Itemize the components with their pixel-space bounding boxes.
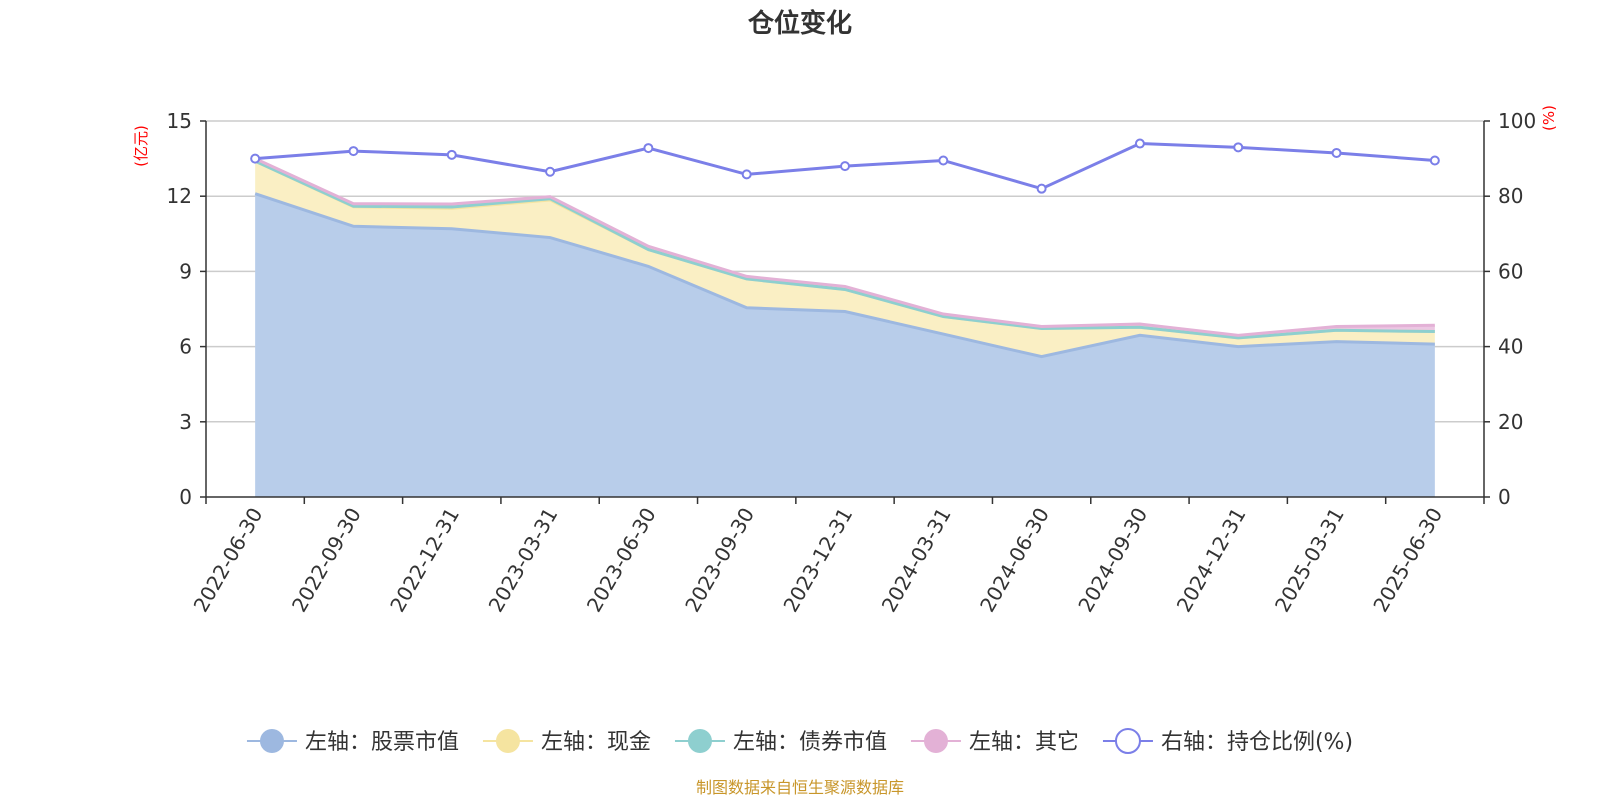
chart-title: 仓位变化 [747,8,852,39]
x-tick-label: 2025-06-30 [1368,504,1447,617]
legend-marker-icon [259,729,284,753]
position-ratio-line [250,138,1440,194]
right-tick-label: 60 [1498,259,1523,283]
x-tick-label: 2022-09-30 [287,504,366,617]
legend-label: 右轴：持仓比例(%) [1161,730,1353,755]
ratio-point [545,166,556,177]
area-line-0 [254,192,1435,359]
ratio-point [938,155,949,166]
x-tick-label: 2023-03-31 [484,504,563,617]
left-tick-label: 12 [167,184,192,208]
x-tick-label: 2022-06-30 [189,504,268,617]
area-fill-1 [255,161,1435,357]
legend-label: 左轴：现金 [541,730,651,755]
left-tick-label: 0 [179,485,192,509]
ratio-point [446,149,457,160]
left-tick-label: 3 [179,410,192,434]
ratio-point [741,169,752,180]
legend-label: 左轴：股票市值 [305,730,459,755]
x-tick-label: 2024-06-30 [975,504,1054,617]
right-tick-label: 80 [1498,184,1523,208]
legend-marker-icon [1114,728,1141,754]
legend[interactable]: 左轴：股票市值 左轴：现金 左轴：债券市值 左轴：其它 右轴：持仓比例(%) [246,728,1353,755]
area-line-2 [254,159,1435,340]
right-axis-unit: (%) [1540,105,1558,131]
legend-item-3[interactable]: 左轴：其它 [910,729,1079,755]
x-tick-label: 2024-09-30 [1073,504,1152,617]
ratio-point [1036,183,1047,194]
left-tick-label: 9 [179,259,192,283]
left-tick-label: 6 [179,335,192,359]
right-tick-label: 40 [1498,335,1523,359]
legend-label: 左轴：债券市值 [733,730,887,755]
left-axis-unit: (亿元) [132,125,150,167]
legend-marker-icon [495,729,520,753]
x-tick-label: 2022-12-31 [385,504,464,617]
x-tick-label: 2023-12-31 [778,504,857,617]
ratio-point [250,153,261,164]
ratio-point [1134,138,1145,149]
stacked-areas [254,157,1435,497]
source-note: 制图数据来自恒生聚源数据库 [696,778,904,797]
ratio-point [1331,147,1342,158]
right-tick-label: 0 [1498,485,1511,509]
ratio-point [1429,155,1440,166]
x-tick-label: 2025-03-31 [1270,504,1349,617]
legend-item-4[interactable]: 右轴：持仓比例(%) [1102,728,1353,755]
right-tick-label: 100 [1498,109,1536,133]
x-tick-label: 2024-03-31 [877,503,956,616]
x-tick-label: 2024-12-31 [1172,504,1251,617]
legend-marker-icon [687,729,712,753]
ratio-point [643,143,654,154]
legend-marker-icon [923,729,948,753]
legend-item-2[interactable]: 左轴：债券市值 [674,729,887,755]
legend-label: 左轴：其它 [969,730,1079,755]
ratio-point [348,146,359,157]
legend-item-0[interactable]: 左轴：股票市值 [246,729,459,755]
ratio-point [1233,142,1244,153]
left-tick-label: 15 [167,109,192,133]
legend-item-1[interactable]: 左轴：现金 [482,729,651,755]
ratio-point [840,161,850,172]
area-line-3 [254,157,1435,337]
right-tick-label: 20 [1498,410,1523,434]
x-tick-label: 2023-06-30 [582,504,661,617]
area-fill-0 [255,193,1435,497]
x-tick-label: 2023-09-30 [680,504,759,617]
